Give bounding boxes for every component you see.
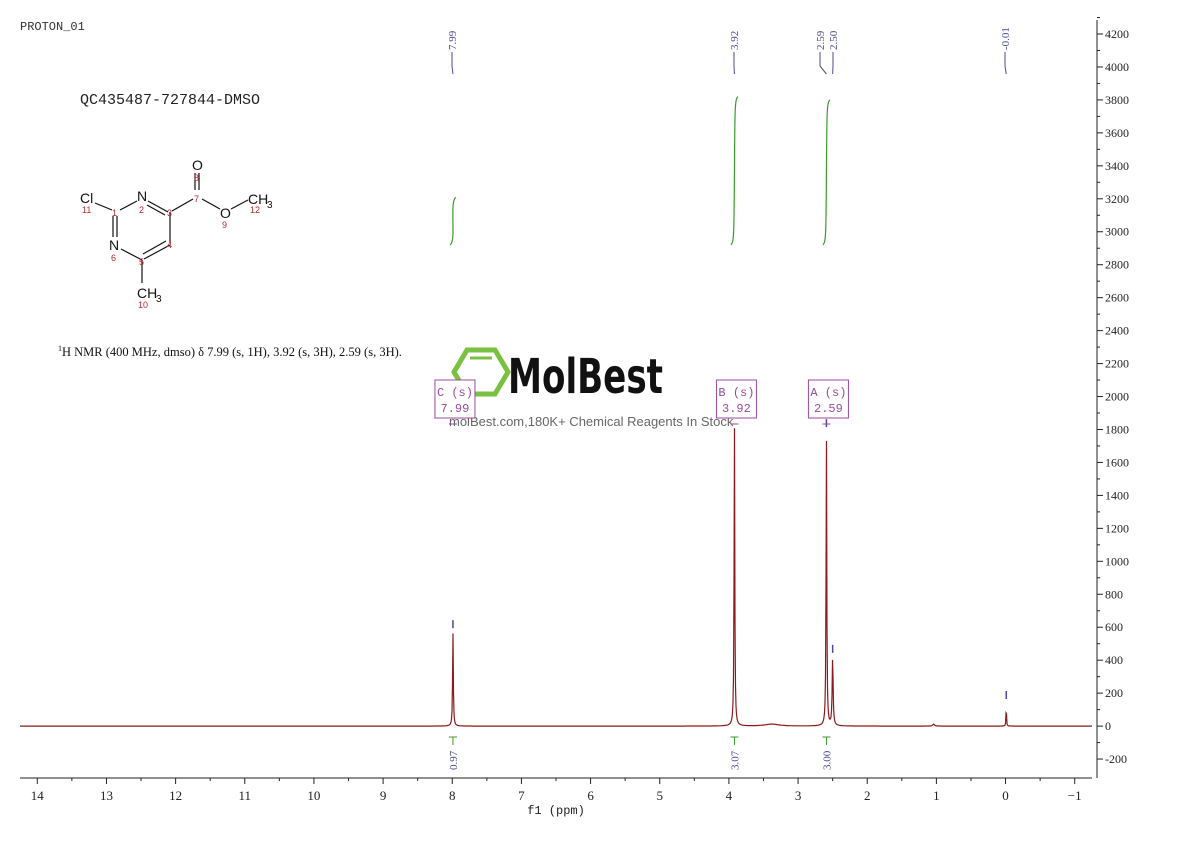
y-tick-label: 1200: [1105, 521, 1129, 535]
integral-curve: [822, 99, 831, 246]
svg-text:12: 12: [250, 205, 260, 215]
integral-curve: [730, 96, 739, 246]
svg-text:O: O: [220, 205, 231, 221]
y-tick-label: 800: [1105, 587, 1123, 601]
x-tick-label: 13: [100, 788, 113, 803]
integral-value: 3.07: [729, 750, 741, 770]
peak-label: 2.59: [815, 30, 827, 50]
x-tick-label: 0: [1002, 788, 1009, 803]
svg-text:4: 4: [167, 240, 172, 250]
y-tick-label: 1000: [1105, 554, 1129, 568]
x-tick-label: 6: [587, 788, 594, 803]
svg-text:1: 1: [112, 208, 117, 218]
y-tick-label: -200: [1105, 752, 1127, 766]
y-tick-label: 2400: [1105, 324, 1129, 338]
y-tick-label: 3000: [1105, 225, 1129, 239]
y-tick-label: 2000: [1105, 390, 1129, 404]
peak-label: 7.99: [447, 30, 459, 50]
svg-text:N: N: [137, 188, 147, 204]
multiplet-letter: A (s): [810, 386, 846, 400]
y-tick-label: 1600: [1105, 455, 1129, 469]
x-tick-label: 2: [864, 788, 871, 803]
svg-text:11: 11: [82, 205, 91, 215]
svg-text:2: 2: [139, 205, 144, 215]
y-tick-label: 3200: [1105, 192, 1129, 206]
x-tick-label: 5: [656, 788, 663, 803]
integral-value: 0.97: [448, 750, 460, 770]
x-tick-label: 3: [795, 788, 802, 803]
peak-label-leader: [451, 65, 454, 75]
y-tick-label: 3600: [1105, 126, 1129, 140]
svg-text:8: 8: [194, 173, 199, 183]
multiplet-shift: 7.99: [441, 402, 470, 416]
y-tick-label: 4200: [1105, 27, 1129, 41]
svg-text:MolBest: MolBest: [508, 349, 663, 405]
y-tick-label: 400: [1105, 653, 1123, 667]
sample-id: QC435487-727844-DMSO: [80, 92, 260, 109]
svg-text:7: 7: [194, 194, 199, 204]
x-tick-label: 12: [169, 788, 182, 803]
peak-label-leader: [819, 65, 827, 75]
x-tick-label: 7: [518, 788, 525, 803]
peak-label-leader: [1004, 65, 1007, 75]
svg-text:CH: CH: [137, 285, 157, 301]
svg-text:CH: CH: [248, 191, 268, 207]
integral-value: 3.00: [821, 750, 833, 770]
svg-text:3: 3: [267, 200, 273, 211]
svg-text:9: 9: [222, 220, 227, 230]
x-tick-label: 10: [307, 788, 320, 803]
structure-atom-labels: Cl N N O O CH 3 CH 3: [80, 157, 273, 305]
chemical-structure: [94, 173, 249, 283]
multiplet-letter: B (s): [718, 386, 754, 400]
multiplet-letter: C (s): [437, 386, 473, 400]
x-tick-label: 1: [933, 788, 940, 803]
y-tick-label: 0: [1105, 719, 1111, 733]
x-tick-label: 11: [239, 788, 252, 803]
svg-text:3: 3: [156, 294, 162, 305]
svg-text:3: 3: [167, 208, 172, 218]
y-tick-label: 2200: [1105, 357, 1129, 371]
multiplet-shift: 2.59: [814, 402, 843, 416]
svg-text:Cl: Cl: [80, 190, 93, 206]
multiplet-box: [434, 379, 476, 419]
multiplet-box: [715, 379, 757, 419]
y-tick-label: 2800: [1105, 258, 1129, 272]
x-tick-label: 4: [726, 788, 733, 803]
x-tick-label: 14: [31, 788, 45, 803]
y-tick-label: 4000: [1105, 60, 1129, 74]
integral-curve: [449, 196, 457, 246]
x-tick-label: 9: [380, 788, 387, 803]
experiment-label: PROTON_01: [20, 20, 85, 34]
svg-text:5: 5: [139, 257, 144, 267]
structure-atom-numbers: 1 2 3 4 5 6 7 8 9 10 11 12: [82, 173, 260, 310]
nmr-description: 1H NMR (400 MHz, dmso) δ 7.99 (s, 1H), 3…: [58, 344, 402, 359]
molbest-logo: MolBest: [451, 347, 663, 405]
svg-text:N: N: [109, 237, 119, 253]
x-tick-label: 8: [449, 788, 456, 803]
peak-label: 3.92: [729, 31, 741, 50]
spectrum-line: [20, 428, 1092, 727]
y-tick-label: 1800: [1105, 422, 1129, 436]
svg-text:10: 10: [138, 300, 148, 310]
hexagon-logo-icon: [451, 347, 511, 397]
peak-label: -0.01: [1000, 27, 1012, 50]
svg-text:6: 6: [111, 253, 116, 263]
y-tick-label: 3800: [1105, 93, 1129, 107]
x-axis-label: f1 (ppm): [527, 804, 585, 818]
y-tick-label: 200: [1105, 686, 1123, 700]
multiplet-box: [807, 379, 849, 419]
multiplet-shift: 3.92: [722, 402, 751, 416]
svg-text:O: O: [192, 157, 203, 173]
y-tick-label: 600: [1105, 620, 1123, 634]
x-tick-label: −1: [1068, 788, 1082, 803]
y-tick-label: 1400: [1105, 488, 1129, 502]
y-tick-label: 3400: [1105, 159, 1129, 173]
y-tick-label: 2600: [1105, 291, 1129, 305]
peak-label: 2.50: [828, 30, 840, 50]
watermark-tagline: molBest.com,180K+ Chemical Reagents In S…: [449, 414, 734, 429]
